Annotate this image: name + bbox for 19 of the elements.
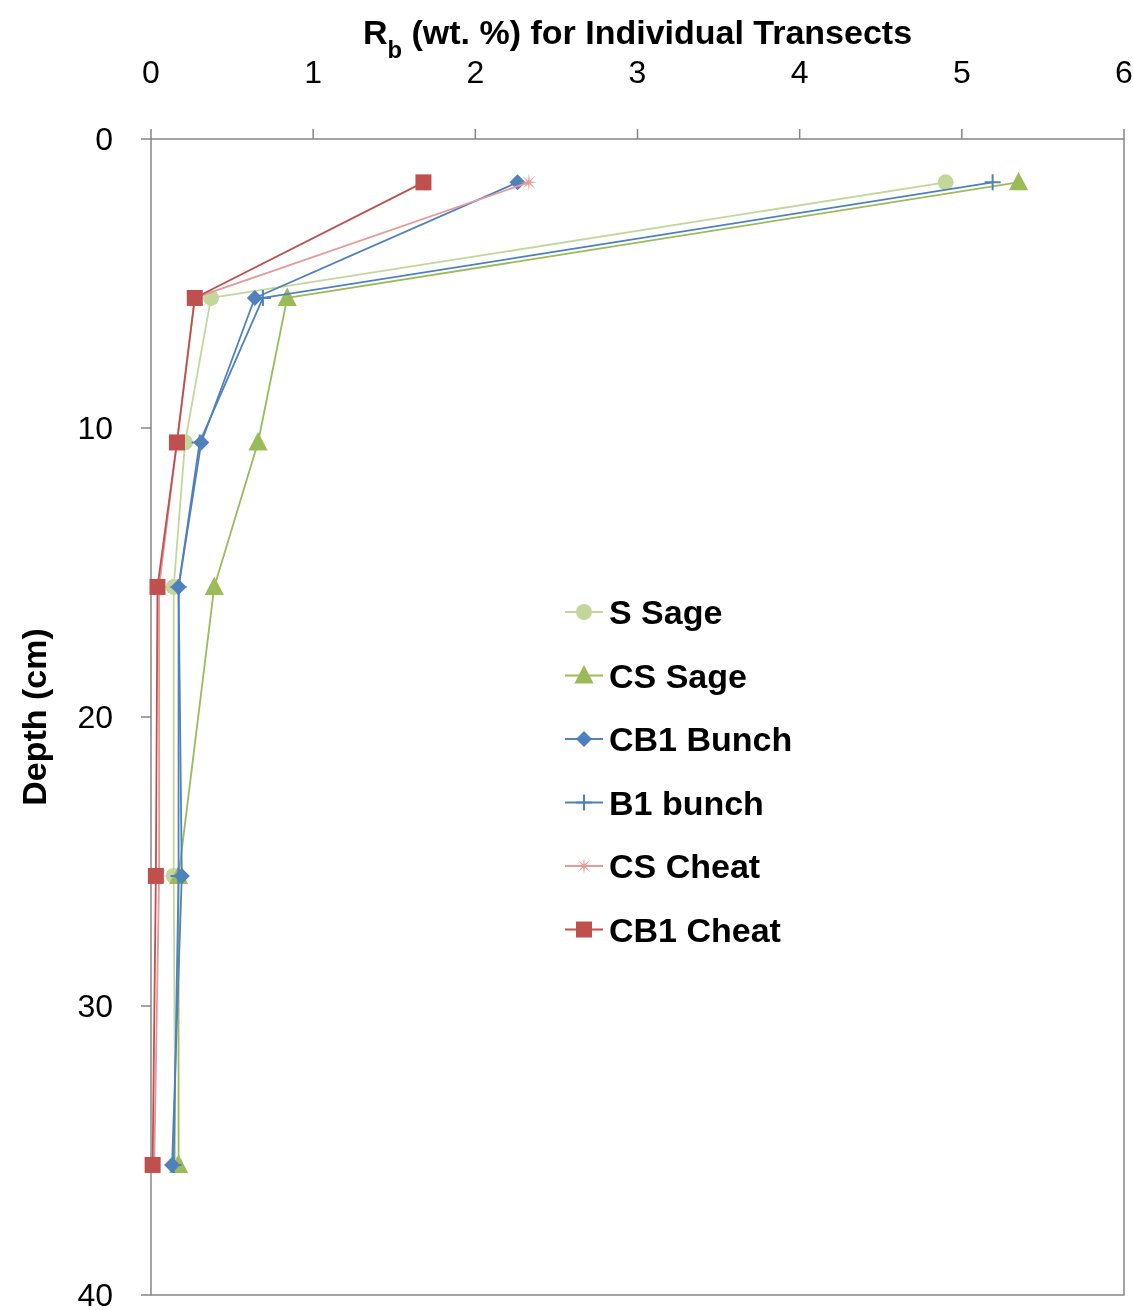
y-tick-label: 30	[77, 988, 113, 1024]
y-axis-title: Depth (cm)	[15, 628, 53, 806]
x-tick-label: 1	[304, 54, 323, 90]
x-tick-label: 3	[628, 54, 647, 90]
legend-label: CS Cheat	[609, 847, 761, 885]
y-tick-label: 20	[77, 699, 113, 735]
legend-label: B1 bunch	[609, 783, 764, 822]
x-tick-label: 4	[790, 54, 809, 90]
y-tick-label: 40	[77, 1277, 113, 1310]
legend-label: CB1 Cheat	[609, 910, 781, 949]
legend-label: CB1 Bunch	[609, 720, 793, 758]
legend-label: CS Sage	[609, 656, 747, 695]
x-tick-label: 0	[142, 54, 160, 90]
legend-label: S Sage	[609, 593, 723, 631]
x-tick-label: 5	[952, 54, 971, 90]
x-tick-label: 6	[1115, 54, 1133, 90]
y-tick-label: 10	[77, 410, 113, 446]
x-tick-label: 2	[466, 54, 485, 90]
y-tick-label: 0	[95, 121, 113, 157]
